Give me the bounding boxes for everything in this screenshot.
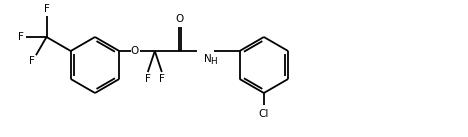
Text: Cl: Cl	[259, 109, 269, 119]
Text: H: H	[211, 57, 217, 66]
Text: N: N	[205, 54, 212, 64]
Text: F: F	[29, 56, 35, 66]
Text: O: O	[176, 14, 184, 24]
Text: F: F	[159, 74, 165, 84]
Text: O: O	[131, 46, 139, 56]
Text: F: F	[44, 4, 50, 14]
Text: F: F	[18, 32, 23, 42]
Text: F: F	[145, 74, 151, 84]
